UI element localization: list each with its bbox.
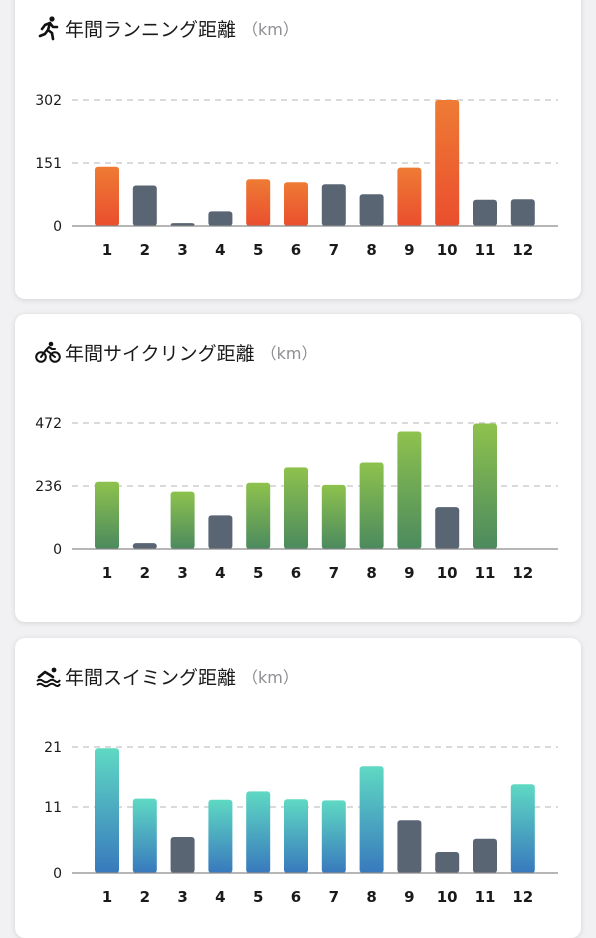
cycling-unit: （km） [260,344,318,363]
running-icon [35,15,61,41]
running-title: 年間ランニング距離 （km） [35,13,299,43]
running-title-text: 年間ランニング距離 [65,18,237,41]
cycling-icon [35,339,61,365]
cycling-title-text: 年間サイクリング距離 [65,342,255,365]
running-card: 年間ランニング距離 （km） [15,0,581,299]
cycling-title: 年間サイクリング距離 （km） [35,337,317,367]
cycling-card: 年間サイクリング距離 （km） [15,314,581,622]
swimming-title-text: 年間スイミング距離 [65,666,237,689]
swimming-title: 年間スイミング距離 （km） [35,661,299,691]
running-unit: （km） [242,20,299,39]
swimming-unit: （km） [242,668,299,687]
swimming-icon [35,663,61,689]
swimming-card: 年間スイミング距離 （km） [15,638,581,938]
